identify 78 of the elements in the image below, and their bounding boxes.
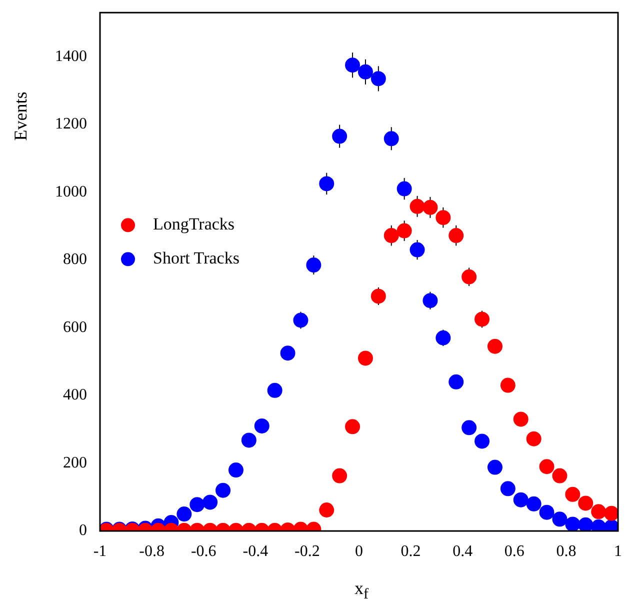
point (436, 210, 451, 226)
legend-label: Short Tracks (153, 248, 240, 268)
y-tick-label: 600 (63, 318, 87, 336)
point (228, 462, 244, 478)
point (487, 460, 502, 475)
point (332, 128, 348, 144)
point (176, 506, 192, 522)
point (396, 181, 412, 196)
point (358, 64, 373, 80)
legend-label: LongTracks (153, 214, 235, 234)
point (319, 502, 334, 518)
point (370, 288, 386, 304)
y-tick-label: 0 (79, 522, 87, 540)
x-tick-label: 1 (614, 542, 622, 560)
point (552, 512, 568, 527)
point (513, 492, 528, 508)
point (500, 378, 516, 393)
x-tick-label: 0.4 (452, 542, 473, 560)
point (358, 350, 373, 366)
x-tick-label: 0.6 (504, 542, 524, 560)
x-tick-label: 0 (355, 542, 363, 560)
point (280, 346, 296, 361)
point (474, 434, 490, 449)
point (216, 482, 231, 498)
x-axis-title: x$_{f}$ (354, 578, 370, 604)
point (565, 516, 580, 531)
point (539, 504, 554, 520)
point (422, 293, 438, 308)
point (565, 486, 580, 502)
point (384, 228, 399, 244)
y-tick-label: 1000 (55, 183, 87, 200)
point (267, 382, 282, 398)
point (370, 71, 386, 86)
point (293, 312, 308, 328)
point (500, 481, 516, 496)
point (526, 496, 542, 512)
x-tick-label: 0.8 (556, 542, 576, 560)
point (591, 504, 606, 520)
point (474, 312, 490, 327)
point (462, 420, 477, 436)
point (448, 374, 464, 390)
y-tick-label: 800 (63, 251, 87, 268)
point (448, 228, 464, 244)
x-tick-label: 0.2 (400, 542, 421, 560)
point (578, 517, 594, 531)
point (254, 418, 270, 434)
y-tick-label: 1400 (55, 48, 87, 65)
x-tick-label: -0.8 (139, 542, 164, 560)
y-tick-label: 400 (63, 386, 87, 404)
point (487, 338, 502, 354)
point (202, 494, 218, 510)
y-tick-label: 200 (63, 454, 87, 472)
point (539, 459, 554, 474)
point (190, 497, 205, 512)
point (384, 131, 399, 146)
point (552, 468, 568, 484)
point (422, 200, 438, 215)
point (241, 432, 256, 448)
point (345, 419, 360, 434)
y-axis-title: Events (10, 92, 31, 141)
point (604, 506, 618, 521)
x-tick-label: -0.2 (294, 542, 320, 560)
point (462, 269, 477, 284)
point (526, 431, 542, 446)
point (306, 258, 322, 273)
point (410, 242, 425, 258)
x-tick-label: -0.4 (242, 542, 268, 560)
point (319, 176, 334, 192)
x-tick-label: -1 (93, 542, 107, 560)
point (578, 496, 594, 511)
y-tick-label: 1200 (55, 116, 87, 133)
point (513, 412, 528, 427)
point (436, 330, 451, 346)
point (396, 223, 412, 238)
point (345, 58, 360, 73)
point (332, 468, 348, 484)
x-tick-label: -0.6 (190, 542, 216, 560)
point (410, 198, 425, 214)
